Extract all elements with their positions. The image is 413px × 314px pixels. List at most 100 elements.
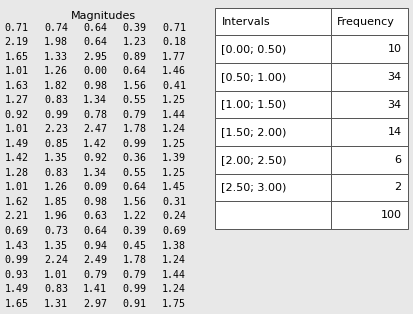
Text: 1.78: 1.78 (122, 124, 146, 134)
FancyBboxPatch shape (215, 118, 330, 146)
Text: 100: 100 (380, 210, 401, 220)
Text: 1.98: 1.98 (44, 37, 68, 47)
Text: 1.82: 1.82 (44, 81, 68, 91)
Text: 2.95: 2.95 (83, 52, 107, 62)
Text: [2.00; 2.50): [2.00; 2.50) (221, 155, 286, 165)
Text: 1.45: 1.45 (161, 182, 185, 192)
Text: 0.36: 0.36 (122, 153, 146, 163)
Text: 2.23: 2.23 (44, 124, 68, 134)
Text: 0.89: 0.89 (122, 52, 146, 62)
Text: 0.64: 0.64 (83, 23, 107, 33)
Text: 1.46: 1.46 (161, 66, 185, 76)
Text: 1.35: 1.35 (44, 241, 68, 251)
Text: 0.09: 0.09 (83, 182, 107, 192)
Text: 1.42: 1.42 (83, 139, 107, 149)
Text: 0.69: 0.69 (161, 226, 185, 236)
Text: Frequency: Frequency (336, 17, 394, 27)
Text: 1.78: 1.78 (122, 255, 146, 265)
Text: 1.44: 1.44 (161, 110, 185, 120)
Text: 0.73: 0.73 (44, 226, 68, 236)
Text: 34: 34 (387, 72, 401, 82)
Text: 2.47: 2.47 (83, 124, 107, 134)
Text: 1.38: 1.38 (161, 241, 185, 251)
Text: 1.24: 1.24 (161, 255, 185, 265)
Text: 14: 14 (387, 127, 401, 137)
Text: 1.96: 1.96 (44, 211, 68, 221)
Text: [0.00; 0.50): [0.00; 0.50) (221, 44, 286, 54)
Text: 1.63: 1.63 (5, 81, 28, 91)
Text: 0.55: 0.55 (122, 95, 146, 105)
Text: 0.98: 0.98 (83, 81, 107, 91)
Text: 0.71: 0.71 (161, 23, 185, 33)
Text: 0.92: 0.92 (83, 153, 107, 163)
Text: 1.01: 1.01 (5, 182, 28, 192)
Text: 1.34: 1.34 (83, 95, 107, 105)
Text: 1.33: 1.33 (44, 52, 68, 62)
Text: 0.55: 0.55 (122, 168, 146, 178)
Text: 0.91: 0.91 (122, 299, 146, 309)
Text: 1.25: 1.25 (161, 168, 185, 178)
Text: 2.24: 2.24 (44, 255, 68, 265)
Text: 0.99: 0.99 (5, 255, 28, 265)
Text: 10: 10 (387, 44, 401, 54)
Text: 0.64: 0.64 (83, 37, 107, 47)
FancyBboxPatch shape (215, 146, 330, 174)
Text: 1.65: 1.65 (5, 299, 28, 309)
Text: 2: 2 (394, 182, 401, 192)
Text: 6: 6 (394, 155, 401, 165)
FancyBboxPatch shape (330, 63, 407, 91)
Text: 0.39: 0.39 (122, 23, 146, 33)
Text: 1.34: 1.34 (83, 168, 107, 178)
Text: 0.99: 0.99 (44, 110, 68, 120)
FancyBboxPatch shape (215, 174, 330, 201)
FancyBboxPatch shape (215, 91, 330, 118)
Text: 0.98: 0.98 (83, 197, 107, 207)
Text: 0.00: 0.00 (83, 66, 107, 76)
FancyBboxPatch shape (330, 35, 407, 63)
Text: 1.65: 1.65 (5, 52, 28, 62)
FancyBboxPatch shape (215, 201, 330, 229)
Text: 1.39: 1.39 (161, 153, 185, 163)
Text: [0.50; 1.00): [0.50; 1.00) (221, 72, 286, 82)
Text: 0.45: 0.45 (122, 241, 146, 251)
Text: 0.99: 0.99 (122, 139, 146, 149)
Text: 34: 34 (387, 100, 401, 110)
Text: 0.71: 0.71 (5, 23, 28, 33)
Text: 0.24: 0.24 (161, 211, 185, 221)
FancyBboxPatch shape (330, 146, 407, 174)
Text: 0.79: 0.79 (122, 269, 146, 279)
Text: 0.93: 0.93 (5, 269, 28, 279)
Text: 1.01: 1.01 (5, 124, 28, 134)
Text: 0.83: 0.83 (44, 168, 68, 178)
FancyBboxPatch shape (215, 35, 330, 63)
Text: 0.31: 0.31 (161, 197, 185, 207)
Text: 1.43: 1.43 (5, 241, 28, 251)
Text: [2.50; 3.00): [2.50; 3.00) (221, 182, 286, 192)
Text: 0.18: 0.18 (161, 37, 185, 47)
Text: 2.21: 2.21 (5, 211, 28, 221)
Text: 1.25: 1.25 (161, 95, 185, 105)
Text: 1.49: 1.49 (5, 284, 28, 294)
Text: 1.22: 1.22 (122, 211, 146, 221)
Text: Magnitudes: Magnitudes (71, 11, 136, 21)
Text: 1.26: 1.26 (44, 182, 68, 192)
Text: 2.19: 2.19 (5, 37, 28, 47)
Text: 0.39: 0.39 (122, 226, 146, 236)
Text: 2.97: 2.97 (83, 299, 107, 309)
Text: 0.79: 0.79 (122, 110, 146, 120)
Text: 0.64: 0.64 (122, 66, 146, 76)
Text: 0.69: 0.69 (5, 226, 28, 236)
Text: 1.49: 1.49 (5, 139, 28, 149)
Text: [1.50; 2.00): [1.50; 2.00) (221, 127, 286, 137)
Text: 1.62: 1.62 (5, 197, 28, 207)
Text: 1.01: 1.01 (5, 66, 28, 76)
FancyBboxPatch shape (215, 63, 330, 91)
Text: 1.56: 1.56 (122, 81, 146, 91)
Text: 1.75: 1.75 (161, 299, 185, 309)
FancyBboxPatch shape (330, 8, 407, 35)
Text: 1.27: 1.27 (5, 95, 28, 105)
Text: 1.44: 1.44 (161, 269, 185, 279)
Text: 0.78: 0.78 (83, 110, 107, 120)
Text: 0.41: 0.41 (161, 81, 185, 91)
Text: 1.25: 1.25 (161, 139, 185, 149)
